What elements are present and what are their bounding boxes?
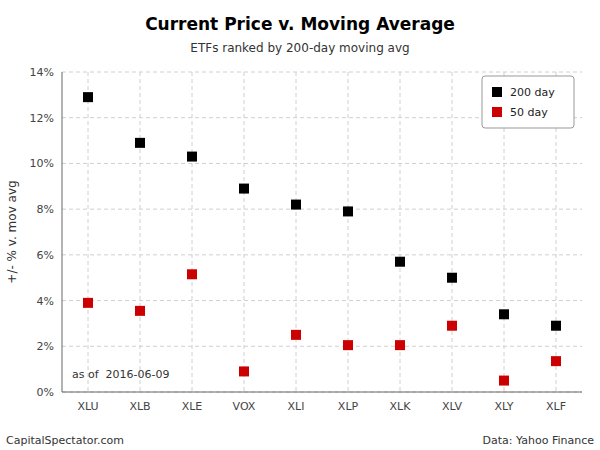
tick-label: XLP (338, 400, 359, 413)
tick-label: 12% (30, 112, 54, 125)
grid-line (62, 300, 582, 301)
point (499, 309, 509, 319)
grid (62, 72, 582, 392)
point (447, 273, 457, 283)
footnote: CapitalSpectator.com (6, 434, 124, 447)
legend-label: 50 day (510, 106, 548, 119)
tick-label: 10% (30, 157, 54, 170)
y-axis-label: +/- % v. mov avg (5, 180, 19, 283)
point (447, 321, 457, 331)
tick-label: XLY (495, 400, 514, 413)
grid-line (88, 72, 89, 392)
tick-label: XLE (182, 400, 203, 413)
legend-swatch (492, 87, 502, 97)
point (239, 366, 249, 376)
tick-label: 0% (37, 386, 54, 399)
grid-line (62, 392, 582, 393)
point (135, 138, 145, 148)
grid-line (296, 72, 297, 392)
point (551, 321, 561, 331)
point (395, 340, 405, 350)
legend-box (482, 76, 574, 128)
point (83, 92, 93, 102)
point (291, 330, 301, 340)
point (395, 257, 405, 267)
tick-label: XLB (129, 400, 150, 413)
tick-label: 14% (30, 66, 54, 79)
tick-label: 6% (37, 249, 54, 262)
tick-label: 4% (37, 295, 54, 308)
chart: 0% 2% 4% 6% 8% 10% 12% 14% XLU XLB XLE VOX XLI XLP XLK… (0, 0, 600, 450)
grid-line (244, 72, 245, 392)
tick-label: XLU (77, 400, 98, 413)
tick-label: 2% (37, 340, 54, 353)
tick-label: VOX (233, 400, 256, 413)
tick-label: 8% (37, 203, 54, 216)
tick-label: XLF (546, 400, 566, 413)
grid-line (452, 72, 453, 392)
footnote: Data: Yahoo Finance (483, 434, 595, 447)
x-axis (62, 392, 582, 393)
point (239, 184, 249, 194)
tick-label: XLI (288, 400, 305, 413)
point (343, 340, 353, 350)
tick-label: XLV (442, 400, 462, 413)
marks (83, 92, 561, 385)
grid-line (192, 72, 193, 392)
point (551, 356, 561, 366)
axes: 0% 2% 4% 6% 8% 10% 12% 14% XLU XLB XLE VOX XLI XLP XLK… (30, 66, 582, 413)
background (0, 0, 600, 450)
point (187, 152, 197, 162)
point (83, 298, 93, 308)
grid-line (140, 72, 141, 392)
legend-swatch (492, 107, 502, 117)
title: Current Price v. Moving Average (145, 14, 455, 34)
legend: 200 day 50 day (482, 76, 574, 128)
point (499, 376, 509, 386)
point (343, 206, 353, 216)
point (291, 200, 301, 210)
legend-label: 200 day (510, 86, 555, 99)
y-axis (62, 72, 63, 392)
point (187, 269, 197, 279)
subtitle: ETFs ranked by 200-day moving avg (190, 41, 409, 55)
tick-label: XLK (390, 400, 412, 413)
point (135, 306, 145, 316)
annotation: as of 2016-06-09 (72, 368, 170, 381)
